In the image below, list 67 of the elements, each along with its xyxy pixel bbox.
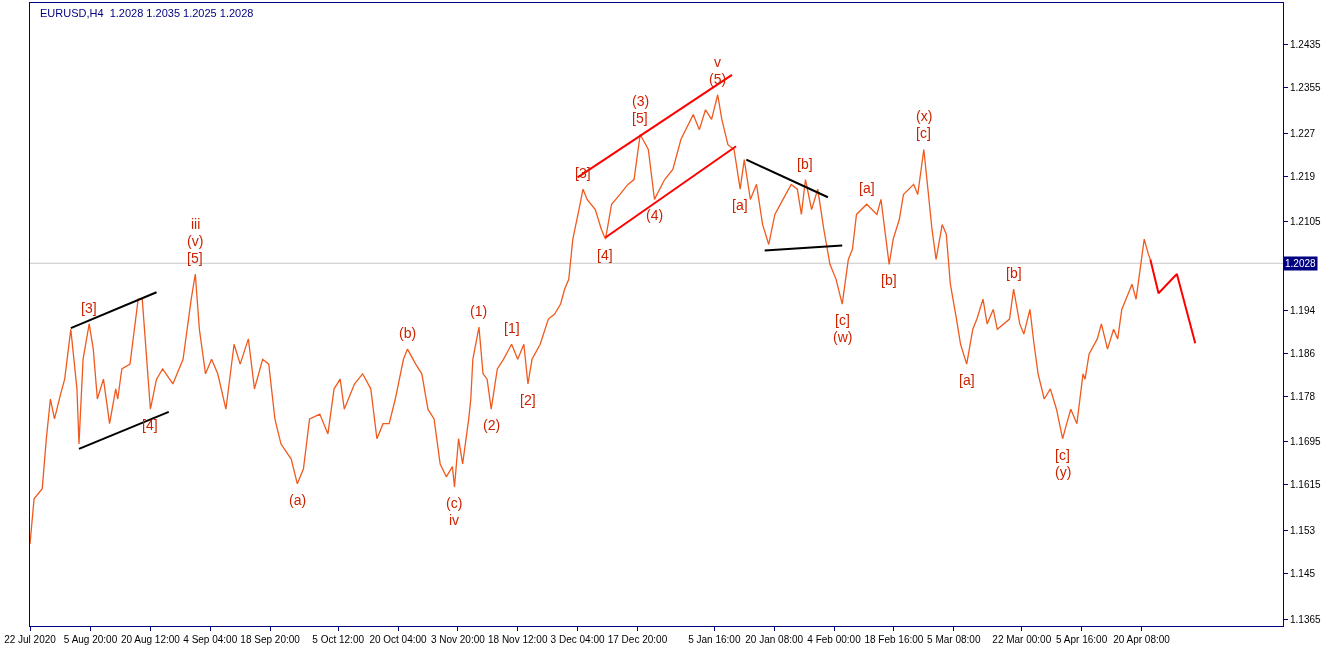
annotation: (4) (646, 207, 664, 223)
x-tick-label: 18 Feb 16:00 (864, 634, 924, 645)
annotation: [b] (881, 272, 897, 288)
annotation: (c) (446, 495, 463, 511)
y-tick-label: 1.194 (1290, 304, 1316, 316)
chart-title: EURUSD,H4 1.2028 1.2035 1.2025 1.2028 (39, 7, 254, 20)
y-tick-label: 1.2435 (1290, 39, 1322, 51)
annotation: [4] (142, 417, 158, 433)
annotation: (5) (709, 71, 727, 87)
annotation: [5] (632, 110, 648, 126)
annotation: (3) (632, 93, 650, 109)
annotation: [b] (797, 156, 813, 172)
x-tick-label: 3 Dec 04:00 (550, 634, 605, 645)
annotation: [5] (187, 250, 203, 266)
annotation: [a] (859, 180, 875, 196)
annotation: [c] (916, 125, 931, 141)
line-series (1149, 258, 1197, 345)
annotation: [4] (597, 247, 613, 263)
annotation: (1) (470, 303, 488, 319)
annotation: [a] (732, 197, 748, 213)
x-tick-label: 5 Oct 12:00 (312, 634, 365, 645)
x-tick-label: 4 Feb 00:00 (807, 634, 862, 645)
x-tick-label: 17 Dec 20:00 (607, 634, 668, 645)
line-series (30, 94, 1151, 545)
annotation: (b) (399, 325, 417, 341)
x-tick-label: 5 Apr 16:00 (1056, 634, 1108, 645)
annotation: (w) (833, 329, 853, 345)
y-tick-label: 1.219 (1290, 170, 1316, 182)
annotation: (2) (483, 417, 501, 433)
annotation: (x) (916, 108, 933, 124)
x-tick-label: 5 Jan 16:00 (688, 634, 741, 645)
annotation: [b] (1006, 265, 1022, 281)
y-tick-label: 1.178 (1290, 390, 1316, 402)
annotation: iii (191, 216, 201, 232)
annotation: iv (449, 512, 460, 528)
annotation: [2] (520, 392, 536, 408)
y-tick-label: 1.2105 (1290, 216, 1322, 228)
x-tick-label: 20 Apr 08:00 (1113, 634, 1171, 645)
annotation: [c] (1055, 447, 1070, 463)
x-tick-label: 20 Oct 04:00 (369, 634, 428, 645)
x-tick-label: 18 Sep 20:00 (240, 634, 301, 645)
ref-line-label: 1.2028 (1285, 258, 1317, 269)
annotation: [c] (835, 312, 850, 328)
x-tick-label: 18 Nov 12:00 (487, 634, 548, 645)
y-tick-label: 1.227 (1290, 127, 1316, 139)
x-tick-label: 22 Mar 00:00 (992, 634, 1052, 645)
annotation: (y) (1055, 464, 1072, 480)
x-tick-label: 5 Mar 08:00 (927, 634, 981, 645)
y-tick-label: 1.2355 (1290, 82, 1322, 94)
x-tick-label: 3 Nov 20:00 (430, 634, 486, 645)
x-tick-label: 5 Aug 20:00 (63, 634, 118, 645)
y-tick-label: 1.145 (1290, 567, 1316, 579)
x-tick-label: 20 Aug 12:00 (120, 634, 181, 645)
annotation: [3] (81, 300, 97, 316)
y-tick-label: 1.186 (1290, 347, 1316, 359)
annotation: v (714, 54, 721, 70)
annotation: (a) (289, 492, 307, 508)
annotation: (v) (187, 233, 204, 249)
y-tick-label: 1.1615 (1290, 479, 1322, 491)
x-tick-label: 20 Jan 08:00 (745, 634, 804, 645)
annotation: [a] (959, 372, 975, 388)
x-tick-label: 22 Jul 2020 (4, 634, 57, 645)
y-tick-label: 1.1695 (1290, 436, 1322, 448)
y-tick-label: 1.153 (1290, 524, 1316, 536)
annotation: [1] (504, 320, 520, 336)
x-tick-label: 4 Sep 04:00 (183, 634, 238, 645)
y-tick-label: 1.1365 (1290, 613, 1322, 625)
